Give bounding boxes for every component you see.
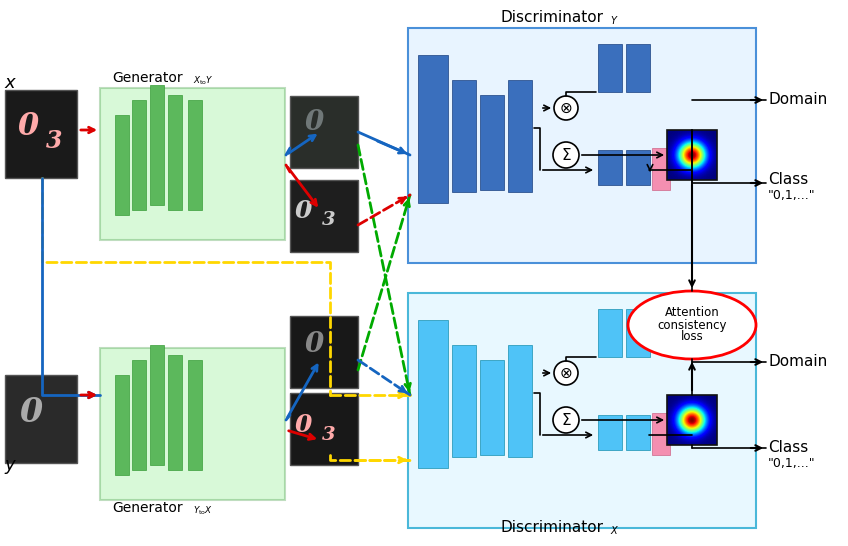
- FancyBboxPatch shape: [5, 90, 77, 178]
- Text: y: y: [4, 456, 14, 474]
- FancyBboxPatch shape: [418, 55, 448, 203]
- FancyBboxPatch shape: [452, 80, 476, 192]
- Text: Attention: Attention: [665, 306, 719, 319]
- Text: $_X$: $_X$: [610, 524, 619, 537]
- FancyBboxPatch shape: [626, 44, 650, 92]
- FancyBboxPatch shape: [408, 293, 756, 528]
- Text: loss: loss: [681, 330, 703, 343]
- FancyBboxPatch shape: [418, 320, 448, 468]
- Ellipse shape: [628, 291, 756, 359]
- FancyBboxPatch shape: [115, 115, 129, 215]
- FancyBboxPatch shape: [452, 345, 476, 457]
- Text: x: x: [4, 74, 14, 92]
- Text: Discriminator: Discriminator: [500, 10, 603, 25]
- Text: 0: 0: [305, 331, 324, 358]
- Text: $_{Y_\mathrm{to}X}$: $_{Y_\mathrm{to}X}$: [193, 505, 213, 518]
- Text: Domain: Domain: [768, 354, 828, 370]
- Text: 0: 0: [295, 199, 312, 223]
- FancyBboxPatch shape: [480, 95, 504, 190]
- FancyBboxPatch shape: [290, 393, 358, 465]
- FancyBboxPatch shape: [100, 88, 285, 240]
- Text: 0: 0: [305, 109, 324, 136]
- FancyBboxPatch shape: [598, 309, 622, 357]
- Circle shape: [553, 142, 579, 168]
- Text: Generator: Generator: [112, 71, 182, 85]
- FancyBboxPatch shape: [168, 95, 182, 210]
- FancyBboxPatch shape: [408, 28, 756, 263]
- Text: Domain: Domain: [768, 92, 828, 108]
- Text: "0,1,...": "0,1,...": [768, 456, 816, 470]
- FancyBboxPatch shape: [290, 180, 358, 252]
- FancyBboxPatch shape: [508, 345, 532, 457]
- FancyBboxPatch shape: [168, 355, 182, 470]
- Text: $\otimes$: $\otimes$: [560, 365, 572, 381]
- Text: 0: 0: [295, 413, 312, 437]
- FancyBboxPatch shape: [626, 150, 650, 185]
- Text: $\Sigma$: $\Sigma$: [561, 412, 572, 428]
- Text: consistency: consistency: [657, 318, 727, 331]
- Circle shape: [554, 361, 578, 385]
- FancyBboxPatch shape: [652, 413, 670, 455]
- Text: "0,1,...": "0,1,...": [768, 189, 816, 203]
- Text: $_Y$: $_Y$: [610, 14, 619, 27]
- Text: $_{X_\mathrm{to}Y}$: $_{X_\mathrm{to}Y}$: [193, 75, 214, 88]
- Text: Generator: Generator: [112, 501, 182, 515]
- Text: Class: Class: [768, 173, 808, 187]
- FancyBboxPatch shape: [598, 44, 622, 92]
- FancyBboxPatch shape: [150, 85, 164, 205]
- FancyBboxPatch shape: [290, 96, 358, 168]
- Text: $\otimes$: $\otimes$: [560, 100, 572, 116]
- Text: 0: 0: [20, 396, 43, 429]
- FancyBboxPatch shape: [598, 150, 622, 185]
- FancyBboxPatch shape: [115, 375, 129, 475]
- FancyBboxPatch shape: [652, 148, 670, 190]
- FancyBboxPatch shape: [188, 360, 202, 470]
- FancyBboxPatch shape: [626, 309, 650, 357]
- Text: 3: 3: [46, 129, 63, 153]
- Circle shape: [554, 96, 578, 120]
- FancyBboxPatch shape: [100, 348, 285, 500]
- Text: Discriminator: Discriminator: [500, 520, 603, 535]
- FancyBboxPatch shape: [132, 360, 146, 470]
- FancyBboxPatch shape: [480, 360, 504, 455]
- FancyBboxPatch shape: [132, 100, 146, 210]
- Text: $\Sigma$: $\Sigma$: [561, 147, 572, 163]
- FancyBboxPatch shape: [5, 375, 77, 463]
- Text: 3: 3: [322, 426, 336, 444]
- Text: 0: 0: [18, 111, 39, 142]
- Text: Class: Class: [768, 440, 808, 454]
- FancyBboxPatch shape: [290, 316, 358, 388]
- FancyBboxPatch shape: [150, 345, 164, 465]
- Text: 3: 3: [322, 211, 336, 229]
- FancyBboxPatch shape: [598, 415, 622, 450]
- Circle shape: [553, 407, 579, 433]
- FancyBboxPatch shape: [626, 415, 650, 450]
- FancyBboxPatch shape: [508, 80, 532, 192]
- FancyBboxPatch shape: [188, 100, 202, 210]
